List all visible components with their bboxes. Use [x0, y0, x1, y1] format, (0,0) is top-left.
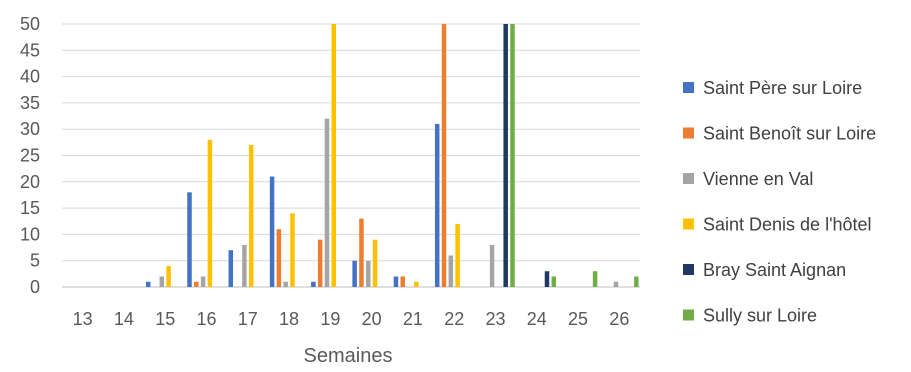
bar [434, 123, 440, 287]
bar [187, 192, 192, 287]
x-tick-label: 14 [114, 309, 134, 329]
bar [290, 213, 295, 287]
legend-swatch [683, 127, 694, 139]
bar [400, 276, 405, 287]
bar [510, 24, 515, 287]
bar [200, 276, 206, 287]
x-tick-label: 20 [362, 309, 382, 329]
y-tick-label: 0 [30, 277, 40, 297]
x-tick-label: 16 [196, 309, 216, 329]
bar [441, 24, 447, 287]
y-tick-label: 30 [20, 119, 40, 139]
bar [248, 144, 254, 287]
bar [365, 260, 371, 287]
y-tick-label: 10 [20, 224, 40, 244]
bar [317, 239, 323, 287]
legend-swatch [683, 82, 694, 93]
bar [283, 281, 288, 287]
bar [448, 255, 454, 287]
y-tick-label: 50 [20, 14, 40, 34]
bar [393, 276, 399, 287]
bar [228, 250, 234, 287]
x-axis-tick-labels: 13 14 15 16 17 18 19 20 21 22 23 24 25 26 [73, 309, 630, 329]
bar [352, 260, 357, 287]
bar [359, 218, 364, 287]
x-tick-label: 21 [403, 309, 423, 329]
bar [276, 229, 282, 287]
bar [242, 244, 247, 287]
x-tick-label: 17 [238, 309, 258, 329]
legend-label: Saint Père sur Loire [703, 78, 862, 98]
bar [207, 139, 213, 287]
y-tick-label: 15 [20, 198, 40, 218]
y-tick-label: 45 [20, 40, 40, 60]
gridlines [62, 23, 640, 288]
bar [592, 271, 598, 287]
legend-swatch [683, 173, 694, 184]
x-axis-title: Semaines [304, 345, 393, 367]
legend-label: Sully sur Loire [703, 306, 817, 326]
x-tick-label: 15 [155, 309, 175, 329]
legend-label: Saint Denis de l'hôtel [703, 215, 872, 235]
x-tick-label: 26 [609, 309, 629, 329]
x-tick-label: 25 [568, 309, 588, 329]
bar [489, 244, 495, 287]
legend-swatch [683, 218, 694, 230]
bar [503, 24, 508, 287]
legend-swatch [683, 309, 694, 321]
y-axis-tick-labels: 0 5 10 15 20 25 30 35 40 45 50 [20, 14, 40, 297]
legend-label: Saint Benoît sur Loire [703, 124, 876, 144]
bars [145, 24, 639, 288]
bar [455, 223, 460, 287]
bar [324, 118, 330, 288]
legend-swatch [683, 264, 694, 275]
x-tick-label: 24 [527, 309, 547, 329]
x-tick-label: 19 [320, 309, 340, 329]
bar [145, 281, 151, 287]
x-tick-label: 23 [485, 309, 505, 329]
bar [613, 281, 619, 287]
bar [159, 276, 165, 287]
y-tick-label: 5 [30, 251, 40, 271]
bar [311, 281, 316, 287]
x-tick-label: 18 [279, 309, 299, 329]
bar [414, 281, 419, 287]
x-tick-label: 13 [73, 309, 93, 329]
y-tick-label: 40 [20, 67, 40, 87]
x-tick-label: 22 [444, 309, 464, 329]
y-tick-label: 20 [20, 172, 40, 192]
bar [166, 265, 171, 287]
y-tick-label: 25 [20, 146, 40, 166]
legend-label: Bray Saint Aignan [703, 260, 846, 280]
bar [634, 276, 639, 287]
y-tick-label: 35 [20, 93, 40, 113]
bar [194, 281, 199, 287]
bar [269, 176, 275, 287]
legend-label: Vienne en Val [703, 169, 813, 189]
bar [372, 239, 378, 287]
bar [544, 271, 550, 287]
bar [331, 24, 337, 287]
legend: Saint Père sur Loire Saint Benoît sur Loi… [683, 78, 876, 326]
bar [551, 276, 557, 287]
